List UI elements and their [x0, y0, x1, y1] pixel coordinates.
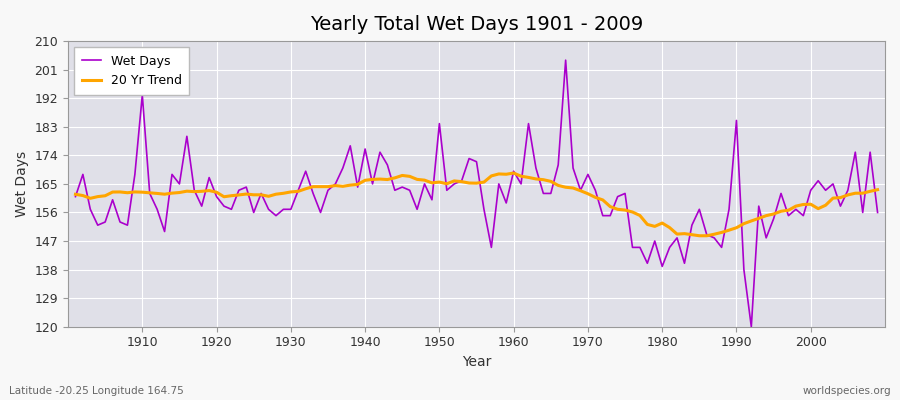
Wet Days [338, 166, 348, 170]
Legend: Wet Days, 20 Yr Trend: Wet Days, 20 Yr Trend [75, 47, 189, 95]
Wet Days [872, 210, 883, 215]
Title: Yearly Total Wet Days 1901 - 2009: Yearly Total Wet Days 1901 - 2009 [310, 15, 644, 34]
20 Yr Trend [508, 171, 519, 176]
20 Yr Trend [500, 172, 511, 177]
20 Yr Trend [694, 233, 705, 238]
Line: Wet Days: Wet Days [76, 60, 878, 327]
Wet Days [130, 172, 140, 177]
Text: worldspecies.org: worldspecies.org [803, 386, 891, 396]
20 Yr Trend [872, 187, 883, 192]
Wet Days [292, 188, 303, 193]
20 Yr Trend [605, 204, 616, 209]
Wet Days [70, 194, 81, 199]
Wet Days [508, 169, 519, 174]
Text: Latitude -20.25 Longitude 164.75: Latitude -20.25 Longitude 164.75 [9, 386, 184, 396]
Line: 20 Yr Trend: 20 Yr Trend [76, 173, 878, 236]
20 Yr Trend [70, 192, 81, 197]
20 Yr Trend [292, 189, 303, 194]
20 Yr Trend [338, 184, 348, 189]
Wet Days [560, 58, 571, 62]
Wet Days [500, 200, 511, 205]
Wet Days [746, 324, 757, 329]
20 Yr Trend [130, 190, 140, 194]
Wet Days [605, 213, 616, 218]
Y-axis label: Wet Days: Wet Days [15, 151, 29, 217]
X-axis label: Year: Year [462, 355, 491, 369]
20 Yr Trend [516, 174, 526, 179]
